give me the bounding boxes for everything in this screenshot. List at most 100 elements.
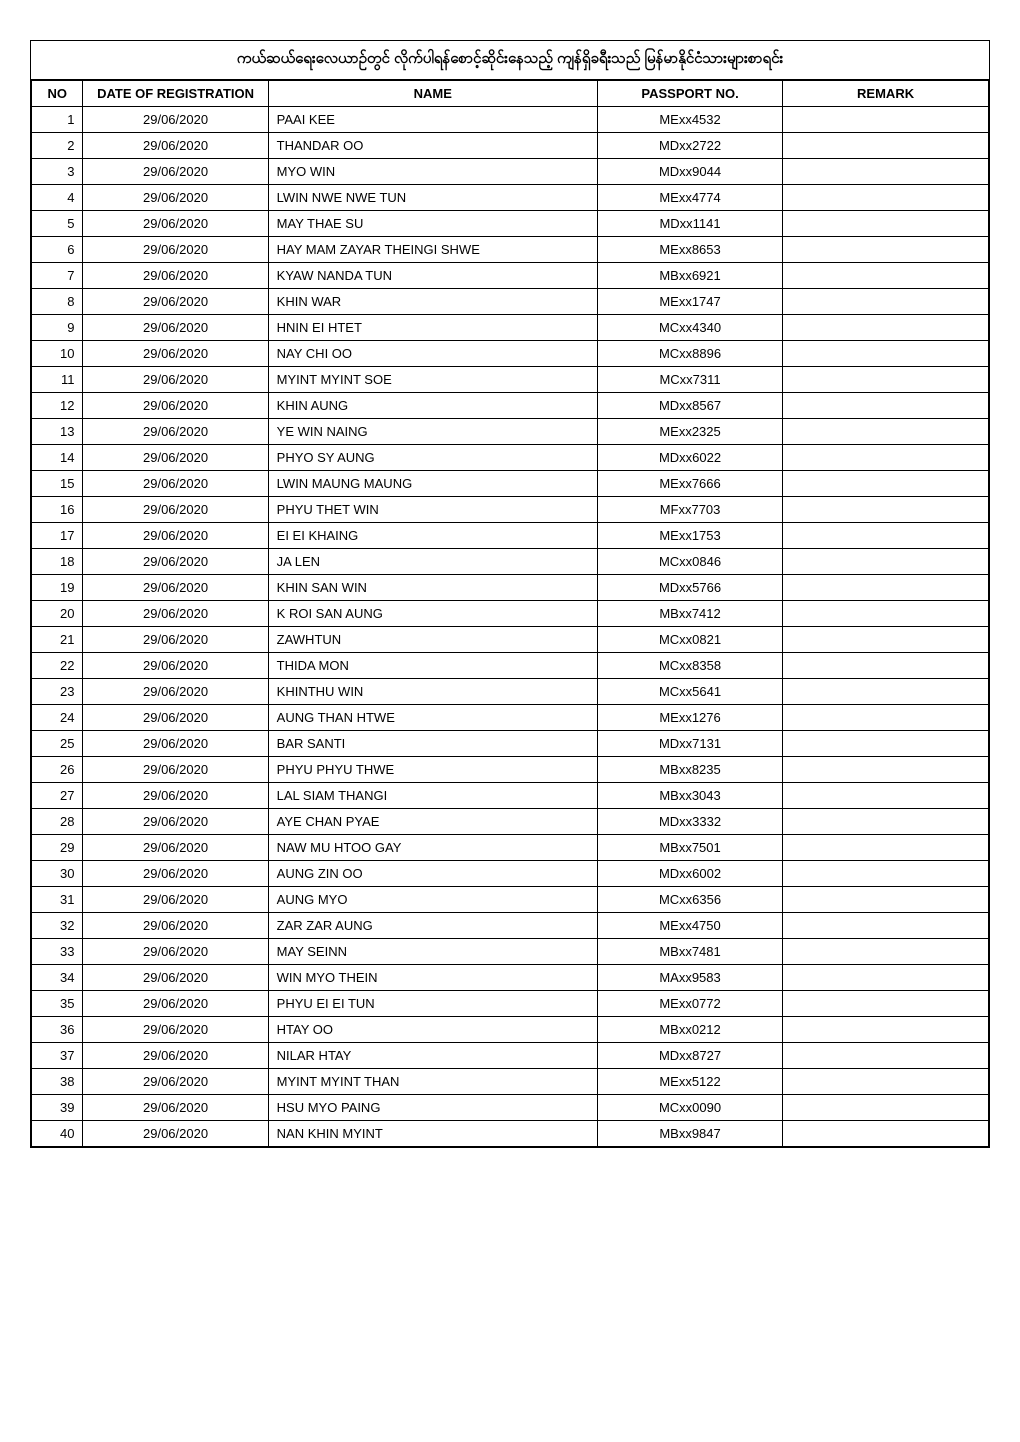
remark-cell bbox=[783, 107, 989, 133]
table-row: 3729/06/2020NILAR HTAYMDxx8727 bbox=[32, 1043, 989, 1069]
name-cell: AUNG ZIN OO bbox=[268, 861, 597, 887]
remark-cell bbox=[783, 159, 989, 185]
remark-column-header: REMARK bbox=[783, 81, 989, 107]
remark-cell bbox=[783, 783, 989, 809]
name-cell: EI EI KHAING bbox=[268, 523, 597, 549]
date-cell: 29/06/2020 bbox=[83, 913, 268, 939]
passport-cell: MDxx9044 bbox=[597, 159, 782, 185]
name-cell: HTAY OO bbox=[268, 1017, 597, 1043]
remark-cell bbox=[783, 1043, 989, 1069]
table-row: 1229/06/2020KHIN AUNGMDxx8567 bbox=[32, 393, 989, 419]
remark-cell bbox=[783, 237, 989, 263]
remark-cell bbox=[783, 419, 989, 445]
name-cell: MAY THAE SU bbox=[268, 211, 597, 237]
remark-cell bbox=[783, 289, 989, 315]
remark-cell bbox=[783, 523, 989, 549]
passport-cell: MDxx8567 bbox=[597, 393, 782, 419]
name-cell: NAY CHI OO bbox=[268, 341, 597, 367]
date-column-header: DATE OF REGISTRATION bbox=[83, 81, 268, 107]
passport-cell: MDxx1141 bbox=[597, 211, 782, 237]
remark-cell bbox=[783, 991, 989, 1017]
table-row: 3929/06/2020HSU MYO PAINGMCxx0090 bbox=[32, 1095, 989, 1121]
no-cell: 39 bbox=[32, 1095, 83, 1121]
passport-cell: MCxx4340 bbox=[597, 315, 782, 341]
passport-cell: MExx4532 bbox=[597, 107, 782, 133]
table-row: 2029/06/2020K ROI SAN AUNGMBxx7412 bbox=[32, 601, 989, 627]
table-row: 629/06/2020HAY MAM ZAYAR THEINGI SHWEMEx… bbox=[32, 237, 989, 263]
no-column-header: NO bbox=[32, 81, 83, 107]
remark-cell bbox=[783, 601, 989, 627]
no-cell: 8 bbox=[32, 289, 83, 315]
table-row: 129/06/2020PAAI KEEMExx4532 bbox=[32, 107, 989, 133]
remark-cell bbox=[783, 471, 989, 497]
no-cell: 35 bbox=[32, 991, 83, 1017]
date-cell: 29/06/2020 bbox=[83, 1121, 268, 1147]
passport-cell: MBxx9847 bbox=[597, 1121, 782, 1147]
table-row: 2329/06/2020KHINTHU WINMCxx5641 bbox=[32, 679, 989, 705]
date-cell: 29/06/2020 bbox=[83, 445, 268, 471]
remark-cell bbox=[783, 575, 989, 601]
remark-cell bbox=[783, 835, 989, 861]
name-cell: NAW MU HTOO GAY bbox=[268, 835, 597, 861]
no-cell: 9 bbox=[32, 315, 83, 341]
no-cell: 21 bbox=[32, 627, 83, 653]
name-cell: ZAWHTUN bbox=[268, 627, 597, 653]
passport-cell: MDxx8727 bbox=[597, 1043, 782, 1069]
date-cell: 29/06/2020 bbox=[83, 159, 268, 185]
passport-cell: MCxx0821 bbox=[597, 627, 782, 653]
date-cell: 29/06/2020 bbox=[83, 471, 268, 497]
date-cell: 29/06/2020 bbox=[83, 341, 268, 367]
no-cell: 2 bbox=[32, 133, 83, 159]
date-cell: 29/06/2020 bbox=[83, 497, 268, 523]
no-cell: 12 bbox=[32, 393, 83, 419]
remark-cell bbox=[783, 1121, 989, 1147]
no-cell: 22 bbox=[32, 653, 83, 679]
no-cell: 29 bbox=[32, 835, 83, 861]
table-row: 2929/06/2020NAW MU HTOO GAYMBxx7501 bbox=[32, 835, 989, 861]
passport-cell: MDxx7131 bbox=[597, 731, 782, 757]
table-row: 2829/06/2020AYE CHAN PYAEMDxx3332 bbox=[32, 809, 989, 835]
table-row: 2129/06/2020ZAWHTUNMCxx0821 bbox=[32, 627, 989, 653]
date-cell: 29/06/2020 bbox=[83, 367, 268, 393]
name-cell: PAAI KEE bbox=[268, 107, 597, 133]
name-cell: MAY SEINN bbox=[268, 939, 597, 965]
registration-table: NO DATE OF REGISTRATION NAME PASSPORT NO… bbox=[31, 80, 989, 1147]
no-cell: 1 bbox=[32, 107, 83, 133]
passport-cell: MDxx6022 bbox=[597, 445, 782, 471]
remark-cell bbox=[783, 263, 989, 289]
date-cell: 29/06/2020 bbox=[83, 1069, 268, 1095]
date-cell: 29/06/2020 bbox=[83, 965, 268, 991]
date-cell: 29/06/2020 bbox=[83, 133, 268, 159]
table-row: 2529/06/2020BAR SANTIMDxx7131 bbox=[32, 731, 989, 757]
no-cell: 19 bbox=[32, 575, 83, 601]
passport-cell: MCxx0846 bbox=[597, 549, 782, 575]
name-cell: AUNG THAN HTWE bbox=[268, 705, 597, 731]
name-cell: THIDA MON bbox=[268, 653, 597, 679]
no-cell: 6 bbox=[32, 237, 83, 263]
passport-cell: MCxx7311 bbox=[597, 367, 782, 393]
passport-cell: MExx8653 bbox=[597, 237, 782, 263]
date-cell: 29/06/2020 bbox=[83, 1095, 268, 1121]
remark-cell bbox=[783, 445, 989, 471]
name-cell: PHYU THET WIN bbox=[268, 497, 597, 523]
no-cell: 20 bbox=[32, 601, 83, 627]
remark-cell bbox=[783, 1095, 989, 1121]
name-cell: KHIN AUNG bbox=[268, 393, 597, 419]
date-cell: 29/06/2020 bbox=[83, 757, 268, 783]
remark-cell bbox=[783, 861, 989, 887]
name-cell: JA LEN bbox=[268, 549, 597, 575]
date-cell: 29/06/2020 bbox=[83, 237, 268, 263]
remark-cell bbox=[783, 211, 989, 237]
name-cell: KHIN SAN WIN bbox=[268, 575, 597, 601]
date-cell: 29/06/2020 bbox=[83, 575, 268, 601]
no-cell: 40 bbox=[32, 1121, 83, 1147]
passport-cell: MFxx7703 bbox=[597, 497, 782, 523]
passport-cell: MExx5122 bbox=[597, 1069, 782, 1095]
date-cell: 29/06/2020 bbox=[83, 1017, 268, 1043]
table-row: 2629/06/2020PHYU PHYU THWEMBxx8235 bbox=[32, 757, 989, 783]
date-cell: 29/06/2020 bbox=[83, 835, 268, 861]
passport-cell: MExx7666 bbox=[597, 471, 782, 497]
no-cell: 13 bbox=[32, 419, 83, 445]
date-cell: 29/06/2020 bbox=[83, 1043, 268, 1069]
date-cell: 29/06/2020 bbox=[83, 289, 268, 315]
